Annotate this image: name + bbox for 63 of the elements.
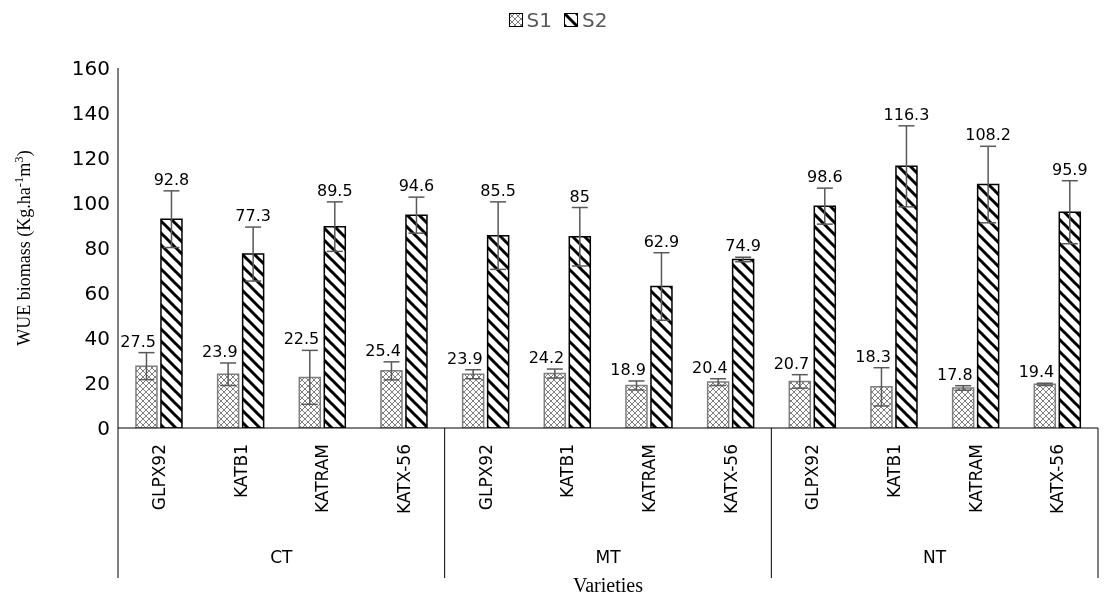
text: NT bbox=[923, 547, 947, 567]
data-label: 108.2 bbox=[965, 125, 1012, 145]
bar bbox=[461, 373, 485, 428]
data-label: 74.9 bbox=[725, 236, 761, 256]
data-label: 116.3 bbox=[883, 104, 930, 124]
x-axis-title: Varieties bbox=[573, 574, 644, 596]
x-tick-label: KATX-56 bbox=[1047, 444, 1068, 515]
x-tick-label: KATB1 bbox=[883, 444, 904, 499]
bar bbox=[706, 381, 730, 428]
data-label: 24.2 bbox=[528, 348, 565, 368]
y-tick-label: 40 bbox=[84, 326, 110, 351]
text: MT bbox=[595, 547, 622, 567]
x-tick-label: KATB1 bbox=[230, 444, 251, 499]
data-label: 62.9 bbox=[643, 231, 680, 251]
x-tick-label: KATRAM bbox=[638, 444, 659, 513]
x-tick-label: GLPX92 bbox=[475, 444, 496, 511]
x-tick-label: GLPX92 bbox=[148, 444, 169, 511]
data-label: 19.4 bbox=[1018, 362, 1055, 382]
y-tick-label: 20 bbox=[84, 371, 110, 396]
y-tick-label: 80 bbox=[84, 236, 110, 261]
bar bbox=[788, 380, 812, 428]
legend-label: S2 bbox=[581, 8, 608, 32]
data-label: 85.5 bbox=[480, 180, 516, 200]
x-tick-label: KATRAM bbox=[312, 444, 333, 513]
data-label: 17.8 bbox=[937, 364, 973, 384]
y-tick-label: 160 bbox=[71, 56, 110, 81]
data-label: 18.3 bbox=[855, 346, 891, 366]
data-label: 22.5 bbox=[283, 329, 320, 349]
bar bbox=[870, 386, 893, 428]
text: CT bbox=[270, 547, 294, 567]
x-tick-label: KATB1 bbox=[557, 444, 578, 499]
data-label: 23.9 bbox=[447, 348, 483, 368]
y-tick-label: 60 bbox=[84, 281, 110, 306]
y-tick-label: 120 bbox=[71, 146, 110, 171]
data-label: 20.4 bbox=[692, 357, 728, 377]
data-label: 94.6 bbox=[398, 176, 435, 196]
bar bbox=[216, 373, 240, 428]
x-tick-label: KATRAM bbox=[965, 444, 986, 513]
data-label: 85 bbox=[569, 186, 590, 206]
data-label: 23.9 bbox=[202, 341, 238, 361]
x-tick-label: KATX-56 bbox=[393, 444, 414, 515]
data-label: 25.4 bbox=[365, 340, 401, 360]
y-tick-label: 0 bbox=[97, 416, 110, 441]
data-label: 95.9 bbox=[1051, 159, 1088, 179]
y-tick-label: 100 bbox=[71, 191, 110, 216]
data-label: 89.5 bbox=[316, 180, 353, 200]
legend-label: S1 bbox=[525, 8, 552, 32]
y-tick-label: 140 bbox=[71, 101, 110, 126]
data-label: 20.7 bbox=[773, 353, 810, 373]
x-tick-label: GLPX92 bbox=[802, 444, 823, 511]
bar bbox=[135, 365, 158, 428]
bar bbox=[625, 384, 648, 428]
data-label: 77.3 bbox=[235, 206, 271, 226]
data-label: 92.8 bbox=[153, 169, 190, 189]
data-label: 18.9 bbox=[610, 359, 646, 379]
x-tick-label: KATX-56 bbox=[720, 444, 741, 515]
data-label: 98.6 bbox=[806, 167, 843, 187]
bar bbox=[543, 372, 567, 428]
data-label: 27.5 bbox=[120, 331, 156, 351]
bar bbox=[951, 387, 975, 428]
bar bbox=[1033, 383, 1057, 428]
bar bbox=[380, 370, 403, 428]
bar bbox=[298, 376, 322, 428]
